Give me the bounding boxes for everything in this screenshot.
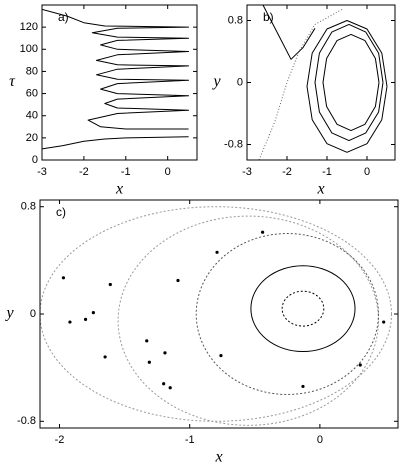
- point: [147, 360, 151, 364]
- point: [103, 355, 107, 359]
- point: [68, 320, 72, 324]
- y-tick-label: 0: [32, 154, 38, 166]
- orbit: [281, 290, 325, 327]
- plot-area: [258, 5, 388, 160]
- y-tick-label: 0: [237, 76, 243, 88]
- x-tick-label: -2: [79, 166, 89, 178]
- curve: [258, 8, 344, 160]
- curve: [42, 8, 190, 150]
- point: [108, 282, 112, 287]
- y-tick-label: -0.8: [224, 138, 243, 150]
- point: [176, 278, 180, 283]
- y-tick-label: 20: [26, 132, 38, 144]
- x-tick-label: -3: [37, 166, 47, 178]
- y-axis-label: y: [4, 305, 14, 322]
- frame: [41, 4, 198, 161]
- x-tick-label: -2: [282, 166, 292, 178]
- curve: [306, 20, 388, 153]
- y-tick-label: 80: [26, 65, 38, 77]
- y-tick-label: 100: [20, 43, 38, 55]
- curve: [262, 5, 316, 60]
- curve: [322, 33, 380, 132]
- x-tick-label: 0: [165, 166, 171, 178]
- panel-label: a): [58, 10, 69, 24]
- x-tick-label: -3: [242, 166, 252, 178]
- x-axis-label: x: [115, 181, 123, 198]
- panel-label: b): [263, 10, 274, 24]
- x-tick-label: -1: [121, 166, 131, 178]
- plot-area: [40, 206, 392, 426]
- y-tick-label: 120: [20, 21, 38, 33]
- y-axis-label: τ: [9, 73, 16, 90]
- point: [83, 317, 88, 321]
- point: [215, 250, 219, 254]
- orbit: [117, 215, 379, 426]
- point: [145, 339, 149, 343]
- curve: [314, 23, 384, 142]
- frame: [39, 199, 399, 429]
- y-tick-label: 0.8: [228, 14, 243, 26]
- x-axis-label: x: [316, 181, 324, 198]
- frame: [246, 4, 396, 161]
- x-tick-label: -1: [322, 166, 332, 178]
- point: [261, 230, 265, 234]
- panel-label: c): [56, 205, 66, 219]
- point: [358, 363, 362, 367]
- y-tick-label: 0.8: [21, 201, 36, 213]
- point: [162, 382, 166, 386]
- y-tick-label: 0: [30, 308, 36, 320]
- orbit: [40, 206, 392, 422]
- x-axis-label: x: [214, 449, 222, 466]
- point: [382, 320, 386, 324]
- y-axis-label: y: [211, 73, 221, 90]
- point: [219, 353, 223, 358]
- x-tick-label: 0: [364, 166, 370, 178]
- point: [163, 351, 167, 355]
- plot-area: [42, 8, 190, 150]
- y-tick-label: -0.8: [17, 415, 36, 427]
- point: [91, 311, 95, 315]
- x-tick-label: -2: [55, 434, 65, 446]
- y-tick-label: 40: [26, 110, 38, 122]
- point: [61, 276, 66, 280]
- point: [168, 386, 172, 390]
- orbit: [250, 265, 356, 353]
- point: [301, 384, 305, 389]
- y-tick-label: 60: [26, 87, 38, 99]
- x-tick-label: -1: [185, 434, 195, 446]
- orbit: [195, 233, 379, 395]
- x-tick-label: 0: [317, 434, 323, 446]
